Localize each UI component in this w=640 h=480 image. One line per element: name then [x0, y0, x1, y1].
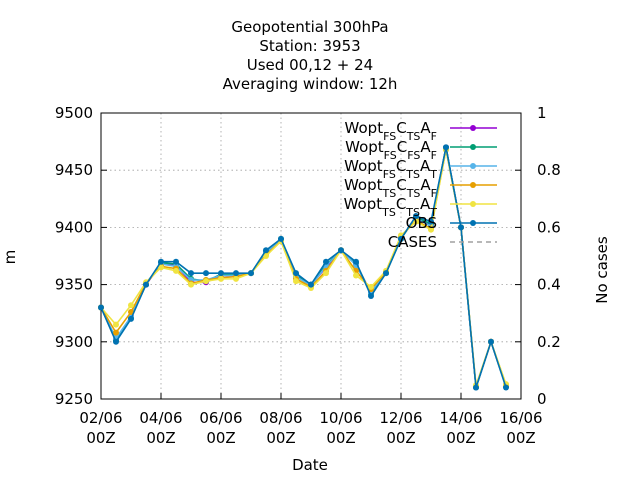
- x-tick-label: 06/06 00Z: [199, 409, 242, 447]
- point: [488, 338, 494, 345]
- y-tick-label: 9350: [55, 276, 93, 294]
- legend-marker: [470, 144, 476, 150]
- point: [143, 281, 149, 288]
- point: [233, 275, 239, 282]
- point: [203, 270, 209, 277]
- x-tick-label: 02/06 00Z: [79, 409, 122, 447]
- point: [503, 384, 509, 391]
- y2-tick-label: 0.4: [537, 276, 561, 294]
- chart-title: Averaging window: 12h: [223, 75, 398, 93]
- point: [128, 302, 134, 309]
- y2-tick-label: 0.2: [537, 333, 561, 351]
- legend-marker: [470, 182, 476, 188]
- legend-label: WoptFSCTSAF: [345, 119, 437, 143]
- x-tick-label: 10/06 00Z: [319, 409, 362, 447]
- y2-tick-label: 1: [537, 104, 547, 122]
- point: [353, 272, 359, 279]
- point: [368, 293, 374, 300]
- legend-label: WoptFSCFSAF: [345, 138, 437, 162]
- legend-label: WoptFSCTSAT: [344, 157, 437, 181]
- point: [413, 212, 419, 219]
- chart-title: Station: 3953: [259, 37, 360, 55]
- point: [248, 270, 254, 277]
- chart-title: Used 00,12 + 24: [247, 56, 373, 74]
- point: [173, 258, 179, 265]
- point: [218, 270, 224, 277]
- plot-frame: [100, 112, 522, 400]
- y-tick-label: 9500: [55, 104, 93, 122]
- y-tick-label: 9250: [55, 390, 93, 408]
- point: [233, 270, 239, 277]
- x-tick-label: 04/06 00Z: [139, 409, 182, 447]
- point: [443, 144, 449, 151]
- legend-marker: [470, 163, 476, 169]
- point: [188, 281, 194, 288]
- point: [473, 384, 479, 391]
- point: [203, 278, 209, 285]
- legend-marker: [470, 125, 476, 131]
- point: [398, 235, 404, 242]
- legend-marker: [470, 220, 476, 226]
- point: [113, 338, 119, 345]
- x-axis-label: Date: [292, 456, 328, 474]
- x-tick-label: 16/06 00Z: [499, 409, 542, 447]
- series-line: [100, 147, 507, 388]
- point: [413, 218, 419, 225]
- y-tick-label: 9400: [55, 218, 93, 236]
- point: [428, 218, 434, 225]
- y-tick-label: 9450: [55, 161, 93, 179]
- y-tick-label: 9300: [55, 333, 93, 351]
- point: [218, 275, 224, 282]
- x-tick-label: 14/06 00Z: [439, 409, 482, 447]
- x-tick-label: 08/06 00Z: [259, 409, 302, 447]
- point: [263, 253, 269, 259]
- legend-marker: [470, 201, 476, 207]
- point: [158, 264, 164, 271]
- point: [278, 235, 284, 242]
- chart-title: Geopotential 300hPa: [231, 18, 388, 36]
- point: [323, 270, 329, 277]
- point: [293, 278, 299, 285]
- point: [458, 224, 464, 231]
- point: [113, 321, 119, 328]
- point: [263, 247, 269, 254]
- point: [128, 315, 134, 322]
- legend-label: WoptTSCTSAF: [344, 176, 437, 200]
- point: [113, 329, 119, 336]
- legend-label: WoptTSCTSAT: [344, 195, 438, 219]
- point: [368, 283, 374, 290]
- point: [173, 267, 179, 274]
- y2-tick-label: 0: [537, 390, 547, 408]
- point: [383, 270, 389, 277]
- point: [188, 270, 194, 277]
- x-tick-label: 12/06 00Z: [379, 409, 422, 447]
- y-axis-label: m: [1, 250, 19, 265]
- point: [428, 226, 434, 233]
- point: [293, 270, 299, 277]
- y2-tick-label: 0.6: [537, 218, 561, 236]
- point: [158, 258, 164, 265]
- point: [353, 258, 359, 265]
- legend-label: OBS: [406, 214, 437, 232]
- legend-label: CASES: [388, 233, 437, 251]
- y2-tick-label: 0.8: [537, 161, 561, 179]
- y2-axis-label: No cases: [593, 236, 611, 304]
- series-line: [100, 149, 507, 386]
- point: [323, 258, 329, 265]
- point: [98, 304, 104, 311]
- point: [308, 281, 314, 288]
- point: [338, 247, 344, 254]
